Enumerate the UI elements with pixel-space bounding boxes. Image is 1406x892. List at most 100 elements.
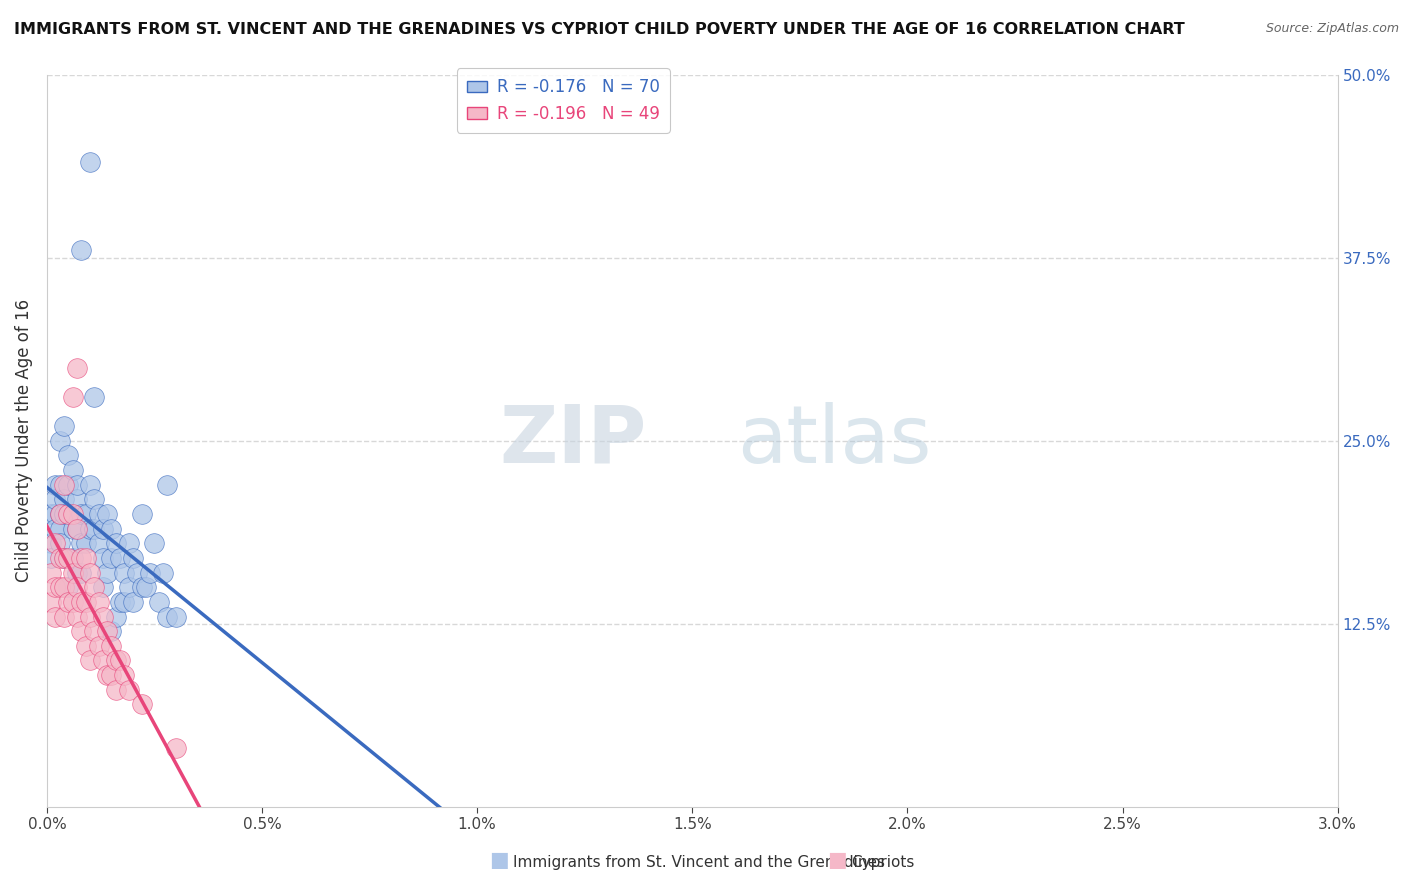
Point (75, 550, 97, 565)
Point (87, 595, 110, 609)
Point (53, 419, 76, 434)
Point (62, 390, 84, 404)
Point (39, 507, 62, 521)
Point (66, 580, 89, 594)
Point (139, 566, 162, 580)
Point (100, 668, 122, 682)
Point (91, 522, 114, 536)
Point (100, 522, 122, 536)
Point (62, 522, 84, 536)
Point (100, 550, 122, 565)
Point (53, 507, 76, 521)
Point (49, 536, 72, 550)
Point (112, 595, 135, 609)
Point (96, 668, 118, 682)
Point (62, 463, 84, 477)
Point (96, 624, 118, 639)
Point (104, 609, 127, 624)
Point (44, 492, 66, 507)
Point (79, 609, 101, 624)
Point (83, 624, 105, 639)
Point (83, 580, 105, 594)
Point (127, 566, 149, 580)
Point (79, 522, 101, 536)
Point (58, 580, 80, 594)
Point (66, 360, 89, 375)
Point (108, 595, 131, 609)
Point (58, 507, 80, 521)
Text: Cypriots: Cypriots (851, 855, 914, 870)
Text: ■: ■ (827, 850, 846, 870)
Point (39, 550, 62, 565)
Legend: R = -0.176   N = 70, R = -0.196   N = 49: R = -0.176 N = 70, R = -0.196 N = 49 (457, 68, 669, 133)
Point (104, 536, 127, 550)
Point (108, 653, 131, 667)
Point (87, 639, 110, 653)
Point (79, 155, 101, 169)
Point (148, 595, 170, 609)
Point (70, 507, 93, 521)
Point (165, 609, 187, 624)
Point (79, 566, 101, 580)
Point (70, 244, 93, 258)
Point (53, 609, 76, 624)
Point (58, 477, 80, 491)
Point (58, 507, 80, 521)
Text: ZIP: ZIP (501, 401, 647, 480)
Point (131, 507, 153, 521)
Point (83, 522, 105, 536)
Point (49, 507, 72, 521)
Point (70, 536, 93, 550)
Point (39, 566, 62, 580)
Point (66, 492, 89, 507)
Point (112, 668, 135, 682)
Point (117, 682, 139, 697)
Y-axis label: Child Poverty Under the Age of 16: Child Poverty Under the Age of 16 (15, 299, 32, 582)
Point (79, 477, 101, 491)
Point (49, 580, 72, 594)
Point (75, 507, 97, 521)
Point (87, 536, 110, 550)
Point (58, 449, 80, 463)
Point (66, 522, 89, 536)
Point (53, 550, 76, 565)
Point (100, 639, 122, 653)
Point (108, 550, 131, 565)
Point (112, 566, 135, 580)
Point (62, 595, 84, 609)
Point (87, 507, 110, 521)
Point (66, 477, 89, 491)
Point (104, 653, 127, 667)
Text: Immigrants from St. Vincent and the Grenadines: Immigrants from St. Vincent and the Gren… (513, 855, 886, 870)
Point (117, 580, 139, 594)
Point (91, 580, 114, 594)
Point (135, 580, 157, 594)
Point (44, 580, 66, 594)
Text: atlas: atlas (737, 401, 932, 480)
Point (66, 609, 89, 624)
Point (58, 550, 80, 565)
Point (122, 595, 145, 609)
Point (143, 536, 166, 550)
Point (58, 595, 80, 609)
Point (91, 609, 114, 624)
Point (165, 741, 187, 756)
Point (91, 550, 114, 565)
Point (49, 550, 72, 565)
Point (75, 595, 97, 609)
Point (70, 550, 93, 565)
Point (66, 522, 89, 536)
Point (131, 698, 153, 712)
Point (53, 477, 76, 491)
Point (131, 580, 153, 594)
Point (62, 550, 84, 565)
Text: ■: ■ (489, 850, 509, 870)
Point (91, 653, 114, 667)
Point (39, 536, 62, 550)
Point (49, 507, 72, 521)
Point (44, 477, 66, 491)
Text: IMMIGRANTS FROM ST. VINCENT AND THE GRENADINES VS CYPRIOT CHILD POVERTY UNDER TH: IMMIGRANTS FROM ST. VINCENT AND THE GREN… (14, 22, 1185, 37)
Point (104, 682, 127, 697)
Point (49, 477, 72, 491)
Point (122, 550, 145, 565)
